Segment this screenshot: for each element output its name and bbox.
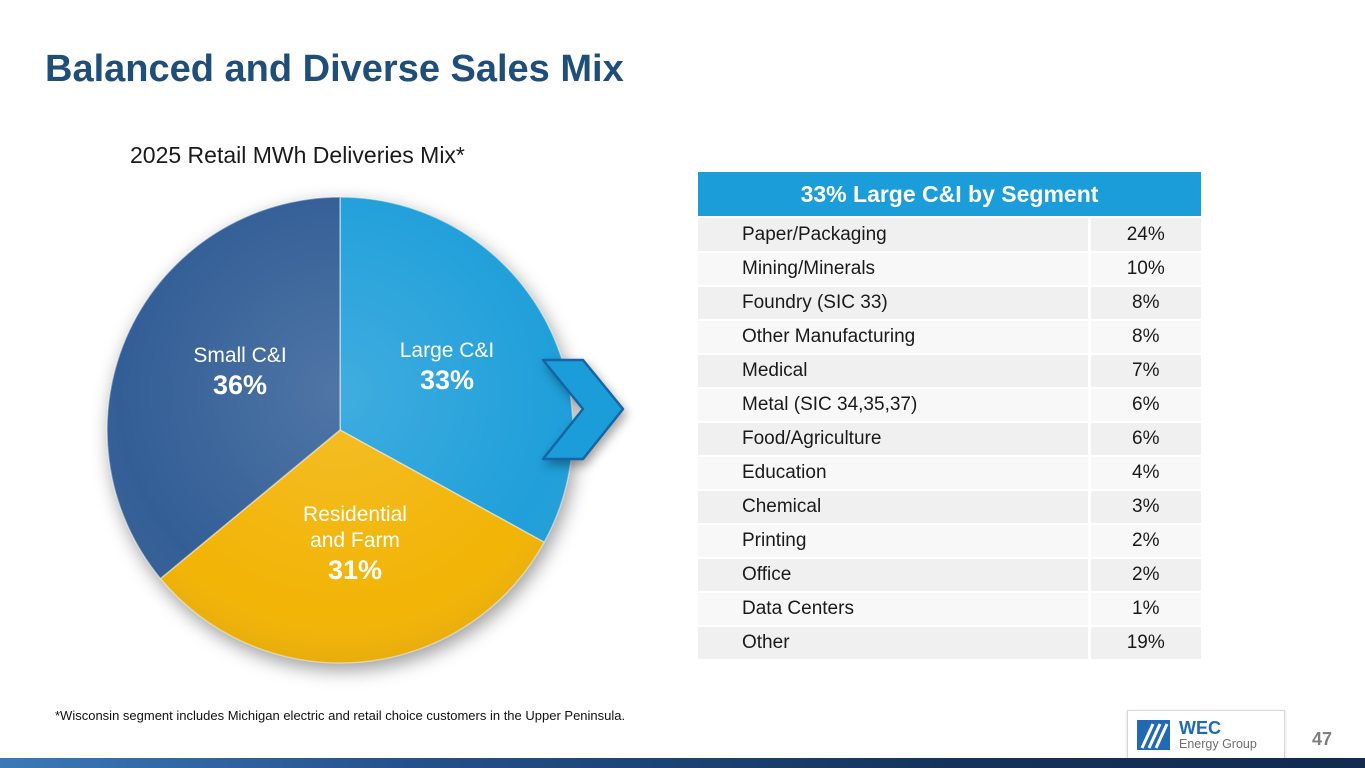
footnote: *Wisconsin segment includes Michigan ele… [55,708,626,723]
segment-table-grid: Paper/Packaging 24% Mining/Minerals 10% Foun… [698,218,1201,661]
segment-name-cell: Foundry (SIC 33) [698,286,1089,321]
segment-value-cell: 1% [1087,592,1201,627]
wec-logo-text: WEC Energy Group [1179,719,1257,751]
wec-logo-icon [1137,720,1170,750]
table-row: Education 4% [698,456,1201,491]
wec-logo: WEC Energy Group [1127,710,1285,760]
table-row: Data Centers 1% [698,592,1201,627]
page-title: Balanced and Diverse Sales Mix [45,48,624,90]
table-row: Mining/Minerals 10% [698,252,1201,287]
segment-name-cell: Other Manufacturing [698,320,1089,355]
logo-name: WEC [1179,718,1221,738]
table-row: Chemical 3% [698,490,1201,525]
pie-sheen-overlay [107,197,573,663]
table-row: Foundry (SIC 33) 8% [698,286,1201,321]
table-row: Other 19% [698,626,1201,661]
segment-value-cell: 6% [1087,422,1201,457]
segment-name-cell: Food/Agriculture [698,422,1089,457]
pie-slice-label: Residential and Farm [303,503,407,552]
page-number: 47 [1312,729,1333,749]
segment-value-cell: 24% [1087,218,1201,253]
pie-slice-label: Small C&I [193,344,287,367]
table-row: Other Manufacturing 8% [698,320,1201,355]
arrow-right-icon [541,358,625,461]
segment-value-cell: 10% [1087,252,1201,287]
table-row: Metal (SIC 34,35,37) 6% [698,388,1201,423]
segment-value-cell: 7% [1087,354,1201,389]
segment-table-header: 33% Large C&I by Segment [698,172,1201,216]
segment-name-cell: Office [698,558,1089,593]
table-row: Office 2% [698,558,1201,593]
table-row: Paper/Packaging 24% [698,218,1201,253]
segment-name-cell: Data Centers [698,592,1089,627]
segment-name-cell: Other [698,626,1089,661]
pie-slice-value: 36% [212,370,268,400]
pie-chart-title: 2025 Retail MWh Deliveries Mix* [130,142,465,168]
pie-label-residential-farm: Residential and Farm 31% [290,502,420,586]
logo-suffix: Energy Group [1179,737,1257,751]
pie-slice-value: 33% [419,365,475,395]
segment-value-cell: 2% [1087,558,1201,593]
segment-value-cell: 8% [1087,286,1201,321]
segment-name-cell: Chemical [698,490,1089,525]
segment-name-cell: Printing [698,524,1089,559]
pie-chart-svg [106,196,574,664]
bottom-bar [0,758,1365,768]
table-row: Medical 7% [698,354,1201,389]
pie-label-small-ci: Small C&I 36% [160,343,320,401]
table-row: Printing 2% [698,524,1201,559]
pie-chart-area: 2025 Retail MWh Deliveries Mix* Small C&… [100,138,660,708]
segment-table: 33% Large C&I by Segment Paper/Packaging… [698,172,1201,661]
segment-value-cell: 3% [1087,490,1201,525]
segment-value-cell: 4% [1087,456,1201,491]
segment-value-cell: 8% [1087,320,1201,355]
segment-value-cell: 19% [1087,626,1201,661]
segment-value-cell: 2% [1087,524,1201,559]
pie-slice-value: 31% [327,555,383,585]
segment-table-body: Paper/Packaging 24% Mining/Minerals 10% Foun… [698,218,1201,661]
table-row: Food/Agriculture 6% [698,422,1201,457]
segment-value-cell: 6% [1087,388,1201,423]
segment-name-cell: Metal (SIC 34,35,37) [698,388,1089,423]
segment-name-cell: Paper/Packaging [698,218,1089,253]
segment-name-cell: Medical [698,354,1089,389]
pie-slice-label: Large C&I [399,339,495,362]
pie-label-large-ci: Large C&I 33% [372,338,522,396]
segment-name-cell: Mining/Minerals [698,252,1089,287]
segment-name-cell: Education [698,456,1089,491]
